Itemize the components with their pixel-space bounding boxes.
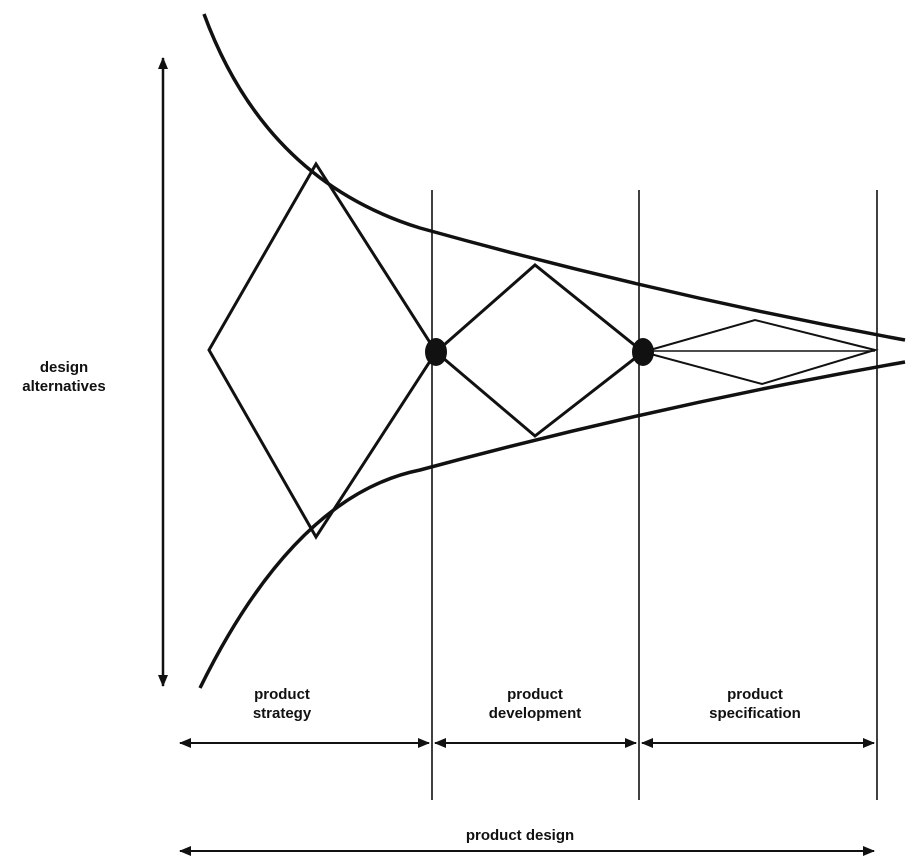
product-specification-label: product specification xyxy=(695,685,815,723)
development-diamond xyxy=(433,263,646,438)
product-design-label-text: product design xyxy=(465,827,575,844)
design-alternatives-label-line-2: alternatives xyxy=(22,378,106,395)
funnel-lower-curve xyxy=(198,360,906,689)
product-strategy-label: product strategy xyxy=(232,685,332,723)
product-design-label: product design xyxy=(455,826,585,845)
design-alternatives-label: design alternatives xyxy=(6,358,122,396)
strategy-diamond xyxy=(207,161,438,540)
product-strategy-label-line-2: strategy xyxy=(252,705,312,722)
product-strategy-label-line-1: product xyxy=(254,686,310,703)
specification-diamond xyxy=(639,318,879,386)
product-specification-label-line-2: specification xyxy=(709,705,801,722)
product-development-label-line-1: product xyxy=(507,686,563,703)
funnel-upper-curve xyxy=(202,13,906,342)
product-development-label-line-2: development xyxy=(488,705,582,722)
product-development-label: product development xyxy=(480,685,590,723)
design-alternatives-label-line-1: design xyxy=(39,359,89,376)
decision-point-2 xyxy=(632,338,654,366)
product-specification-label-line-1: product xyxy=(727,686,783,703)
decision-point-1 xyxy=(425,338,447,366)
